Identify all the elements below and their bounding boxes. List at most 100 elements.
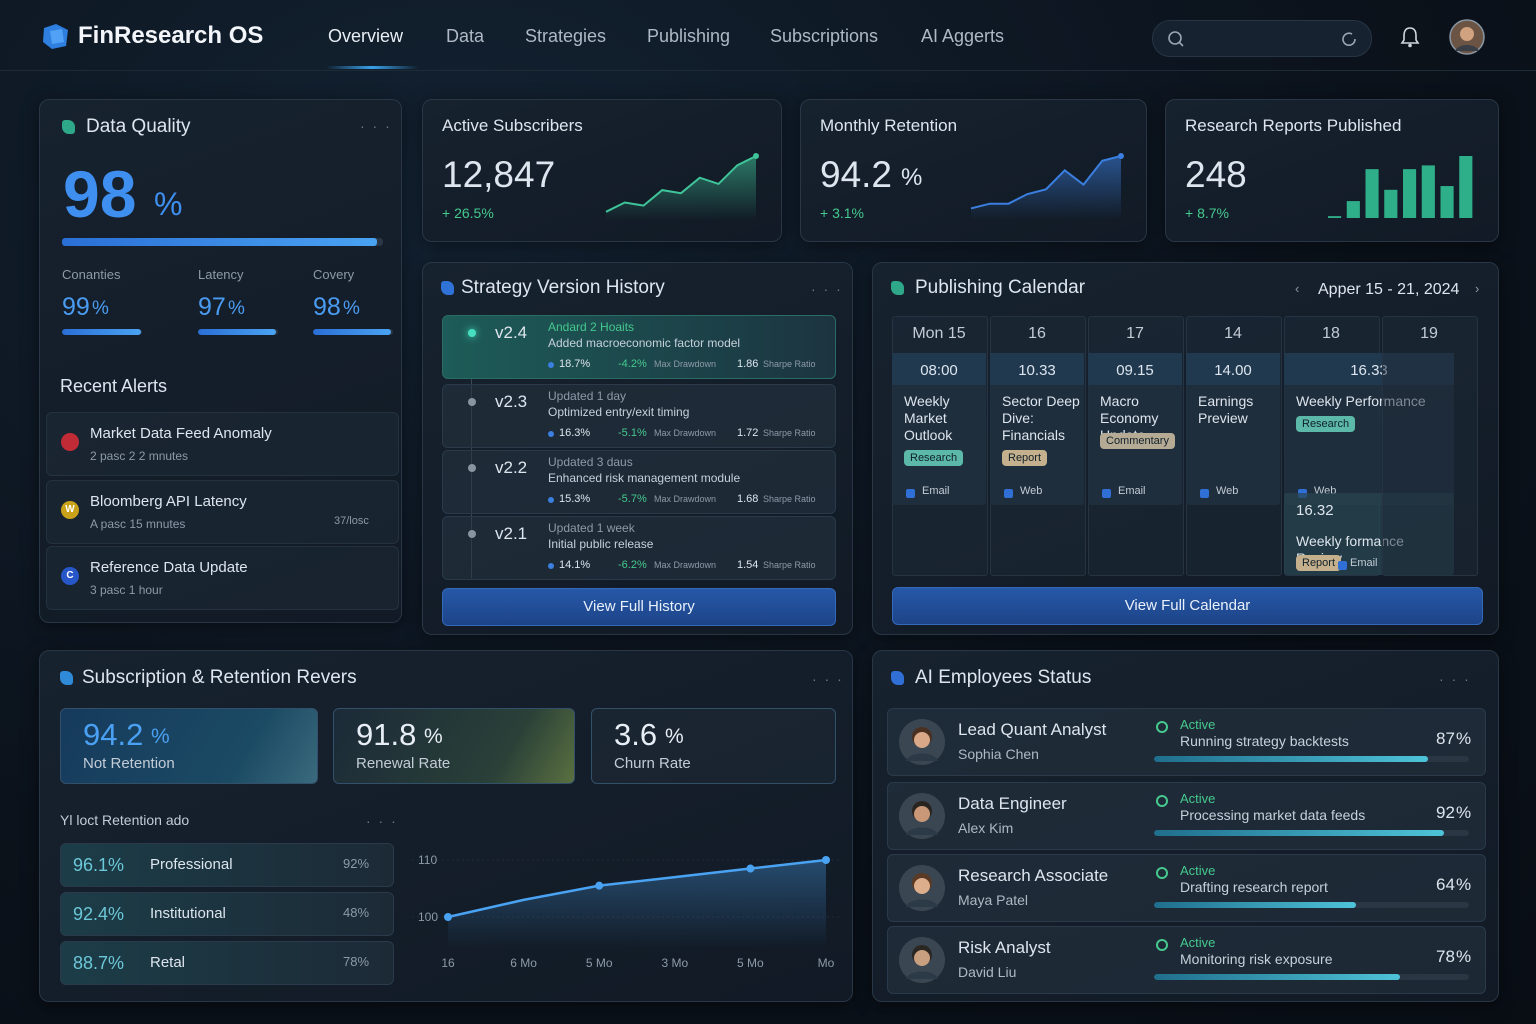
version-row[interactable]: v2.2 Updated 3 daus Enhanced risk manageme…	[442, 450, 836, 514]
row-value: 88.7%	[73, 953, 125, 973]
tile-unit: %	[424, 725, 443, 748]
version-desc: Enhanced risk management module	[548, 471, 741, 485]
nav-divider	[0, 70, 1536, 71]
progress-track	[1154, 756, 1469, 762]
metric-label: Latency	[198, 267, 244, 282]
metric-value: 99	[62, 293, 90, 321]
metric-bar	[313, 329, 392, 335]
version: v2.1	[495, 524, 528, 543]
alert-time: 3 pasc 1 hour	[90, 583, 163, 597]
panel-title: Strategy Version History	[461, 277, 665, 298]
status-dot	[1156, 867, 1168, 879]
nav-item[interactable]: Publishing	[647, 26, 731, 46]
version-row[interactable]: v2.3 Updated 1 day Optimized entry/exit ti…	[442, 384, 836, 448]
employee-status: Active	[1180, 791, 1216, 806]
metric-bar	[198, 329, 276, 335]
nav-item[interactable]: Strategies	[525, 26, 607, 46]
sharpe-label: Sharpe Ratio	[763, 428, 816, 438]
calendar-event[interactable]: 10.33 Sector Deep Dive: Financials Report W…	[990, 353, 1084, 505]
kpi-card: Active Subscribers 12,847 + 26.5%	[422, 99, 782, 242]
more-menu[interactable]: · · ·	[812, 671, 844, 687]
alert-time: 2 pasc 2 2 mnutes	[90, 449, 189, 463]
panel-icon	[441, 281, 454, 295]
drawdown-label: Max Drawdown	[654, 494, 717, 504]
employee-row: Lead Quant Analyst Sophia Chen Active Runni…	[887, 708, 1486, 776]
logo	[43, 24, 68, 49]
nav-item[interactable]: Subscriptions	[770, 26, 879, 46]
spark-line	[970, 155, 1122, 210]
progress-track	[1154, 830, 1469, 836]
more-menu[interactable]: · · ·	[1439, 671, 1471, 687]
timeline-dot	[468, 398, 476, 406]
employee-status: Active	[1180, 863, 1216, 878]
event-title: Earnings Preview	[1198, 393, 1254, 426]
event-title: Sector Deep Dive: Financials	[1002, 393, 1080, 443]
strategy-panel: Strategy Version History · · · v2.4 Andard …	[422, 262, 853, 635]
event-channel: Web	[1020, 485, 1043, 497]
row-value: 92.4%	[73, 904, 125, 924]
alert-row[interactable]: C Reference Data Update 3 pasc 1 hour	[46, 546, 399, 610]
retention-row: 88.7% Retal 78%	[60, 941, 394, 985]
calendar-event[interactable]: 14.00 Earnings Preview Web	[1186, 353, 1280, 505]
employee-progress-unit: %	[1456, 729, 1472, 748]
big-value: 98	[63, 157, 137, 231]
prev-arrow[interactable]: ‹	[1295, 281, 1300, 296]
nav-item[interactable]: Data	[446, 26, 485, 46]
kpi-card: Research Reports Published 248 + 8.7%	[1165, 99, 1499, 242]
more-menu[interactable]: · · ·	[360, 118, 392, 134]
version-desc: Initial public release	[548, 537, 654, 551]
drawdown-label: Max Drawdown	[654, 428, 717, 438]
view-history-button[interactable]: View Full History	[442, 588, 836, 626]
view-calendar-button[interactable]: View Full Calendar	[892, 587, 1483, 625]
version-updated: Updated 1 week	[548, 521, 635, 535]
date-range: Apper 15 - 21, 2024	[1318, 281, 1460, 298]
drawdown: -4.2%	[618, 358, 647, 370]
retention-chart: 100 110 16 6 Mo 5 Mo 3 Mo 5 Mo Mo	[412, 853, 840, 970]
user-avatar[interactable]	[1449, 19, 1485, 55]
spark-end	[1118, 153, 1124, 159]
day-label: 19	[1420, 325, 1438, 342]
bell-icon[interactable]	[1400, 26, 1420, 48]
alert-icon	[61, 433, 79, 451]
alert-icon: W	[61, 501, 79, 519]
progress-track	[1154, 974, 1469, 980]
event-channel: Email	[1118, 485, 1146, 497]
employee-task: Drafting research report	[1180, 879, 1328, 895]
event-tag: Commentary	[1100, 433, 1175, 449]
progress-track	[1154, 902, 1469, 908]
metric-unit: %	[228, 298, 245, 319]
calendar-event[interactable]: 08:00 Weekly Market Outlook Research Email	[892, 353, 986, 505]
stat-dot	[548, 563, 554, 569]
row-value: 96.1%	[73, 855, 125, 875]
search-box[interactable]	[1152, 20, 1372, 57]
nav-item[interactable]: Overview	[328, 26, 404, 46]
kpi-card: Monthly Retention 94.2% + 3.1%	[800, 99, 1147, 242]
metric-value: 97	[198, 293, 226, 321]
refresh-icon[interactable]	[1341, 30, 1359, 48]
version-row[interactable]: v2.1 Updated 1 week Initial public release…	[442, 516, 836, 580]
version-row[interactable]: v2.4 Andard 2 Hoaits Added macroeconomic f…	[442, 315, 836, 379]
more-menu[interactable]: · · ·	[366, 813, 398, 829]
timeline-dot	[468, 329, 476, 337]
metric-tile: 94.2% Not Retention	[60, 708, 318, 784]
employee-progress: 87	[1436, 729, 1455, 748]
event-time-bar	[1186, 353, 1280, 385]
tile-value: 91.8	[356, 717, 417, 752]
alert-row[interactable]: W Bloomberg API Latency A pasc 15 mnutes 37…	[46, 480, 399, 544]
employee-role: Research Associate	[958, 866, 1109, 885]
next-arrow[interactable]: ›	[1475, 281, 1480, 296]
table-title: Yl loct Retention ado	[60, 812, 190, 828]
spark-bar	[1403, 169, 1417, 218]
employee-progress-unit: %	[1456, 947, 1472, 966]
nav-item[interactable]: AI Aggerts	[921, 26, 1005, 46]
row-change: 78%	[343, 954, 370, 969]
more-menu[interactable]: · · ·	[811, 281, 843, 297]
alert-row[interactable]: Market Data Feed Anomaly 2 pasc 2 2 mnute…	[46, 412, 399, 476]
tile-label: Not Retention	[83, 755, 175, 772]
event-channel: Email	[1350, 557, 1378, 569]
y-tick-label: 100	[418, 910, 438, 924]
quality-track	[62, 238, 383, 246]
event-time: 08:00	[920, 362, 958, 379]
